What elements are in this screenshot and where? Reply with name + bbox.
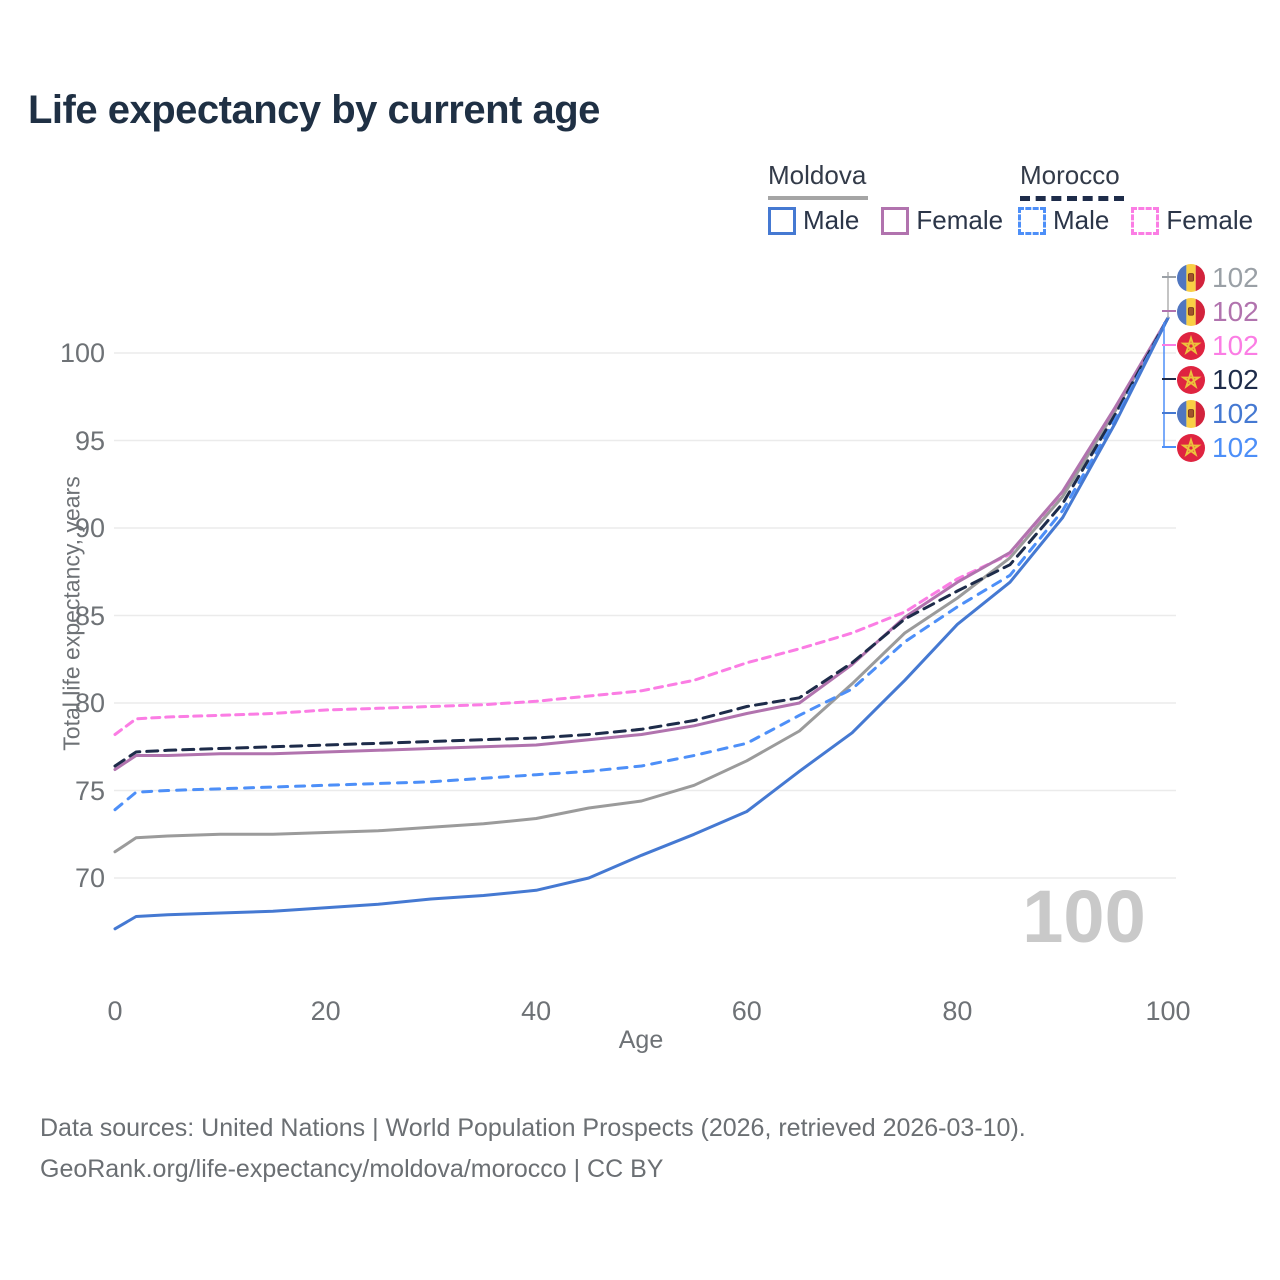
morocco-flag-icon xyxy=(1177,332,1205,360)
legend-label-morocco-female: Female xyxy=(1166,205,1254,235)
footer-attribution-link: GeoRank.org/life-expectancy/moldova/moro… xyxy=(40,1155,664,1183)
morocco-flag-icon xyxy=(1177,434,1205,462)
end-label-value: 102 xyxy=(1212,398,1259,429)
x-tick-label-100: 100 xyxy=(1145,996,1191,1026)
moldova-flag-icon xyxy=(1177,264,1205,292)
footer-data-sources: Data sources: United Nations | World Pop… xyxy=(40,1114,1026,1142)
y-tick-label-100: 100 xyxy=(59,338,105,368)
end-label-value: 102 xyxy=(1212,262,1259,293)
footer: Data sources: United Nations | World Pop… xyxy=(40,1108,1026,1190)
y-tick-label-90: 90 xyxy=(74,513,105,543)
x-axis-title: Age xyxy=(618,1026,664,1054)
moldova-line-style-swatch xyxy=(768,196,868,200)
morocco-flag-icon xyxy=(1177,366,1205,394)
y-tick-label-75: 75 xyxy=(74,775,105,806)
x-tick-label-0: 0 xyxy=(107,996,123,1026)
legend-group-morocco[interactable]: Morocco xyxy=(1020,160,1124,201)
moldova-female-swatch-icon xyxy=(881,206,910,235)
series-end-label-4[interactable]: 102 xyxy=(1177,398,1259,430)
legend-item-moldova-female[interactable]: Female xyxy=(881,205,1003,236)
series-end-label-3[interactable]: 102 xyxy=(1177,364,1259,396)
legend-item-moldova-male[interactable]: Male xyxy=(768,205,859,236)
legend-items-moldova: Male Female xyxy=(768,205,1003,236)
series-line-moldova-female[interactable] xyxy=(113,316,1170,771)
x-tick-label-20: 20 xyxy=(310,996,341,1026)
page-title: Life expectancy by current age xyxy=(28,88,600,132)
y-tick-label-95: 95 xyxy=(74,425,105,456)
legend-label-morocco-male: Male xyxy=(1053,205,1110,235)
legend-label-moldova-female: Female xyxy=(916,205,1004,235)
series-end-label-5[interactable]: 102 xyxy=(1177,432,1259,464)
y-axis-title: Total life expectancy, years xyxy=(58,476,85,751)
x-tick-label-40: 40 xyxy=(521,996,552,1026)
legend-label-moldova-male: Male xyxy=(803,205,860,235)
hover-age-indicator: 100 xyxy=(1022,875,1146,958)
legend-country-moldova[interactable]: Moldova xyxy=(768,160,867,190)
moldova-flag-icon xyxy=(1177,298,1205,326)
legend-item-morocco-male[interactable]: Male xyxy=(1018,205,1109,236)
series-line-morocco-female[interactable] xyxy=(113,316,1170,736)
series-end-label-2[interactable]: 102 xyxy=(1177,330,1259,362)
series-line-morocco-male[interactable] xyxy=(113,316,1170,812)
end-label-value: 102 xyxy=(1212,330,1259,361)
legend-item-morocco-female[interactable]: Female xyxy=(1131,205,1253,236)
legend-group-moldova[interactable]: Moldova xyxy=(768,160,868,200)
moldova-male-swatch-icon xyxy=(768,206,796,235)
morocco-female-swatch-icon xyxy=(1131,206,1160,235)
series-line-moldova-male[interactable] xyxy=(113,316,1170,931)
end-label-value: 102 xyxy=(1212,364,1259,395)
series-end-label-0[interactable]: 102 xyxy=(1177,262,1259,294)
y-tick-label-85: 85 xyxy=(74,600,105,631)
end-label-value: 102 xyxy=(1212,432,1259,463)
series-end-label-1[interactable]: 102 xyxy=(1177,296,1259,328)
morocco-male-swatch-icon xyxy=(1018,206,1046,235)
y-tick-label-80: 80 xyxy=(74,688,105,718)
x-tick-label-60: 60 xyxy=(731,996,762,1026)
end-label-value: 102 xyxy=(1212,296,1259,327)
morocco-line-style-swatch xyxy=(1020,196,1124,201)
legend-country-morocco[interactable]: Morocco xyxy=(1020,160,1120,190)
legend-items-morocco: Male Female xyxy=(1018,205,1253,236)
moldova-flag-icon xyxy=(1177,400,1205,428)
x-tick-label-80: 80 xyxy=(942,996,973,1026)
series-line-moldova-total[interactable] xyxy=(113,316,1170,854)
series-line-morocco-total[interactable] xyxy=(113,316,1170,768)
y-tick-label-70: 70 xyxy=(74,863,105,893)
